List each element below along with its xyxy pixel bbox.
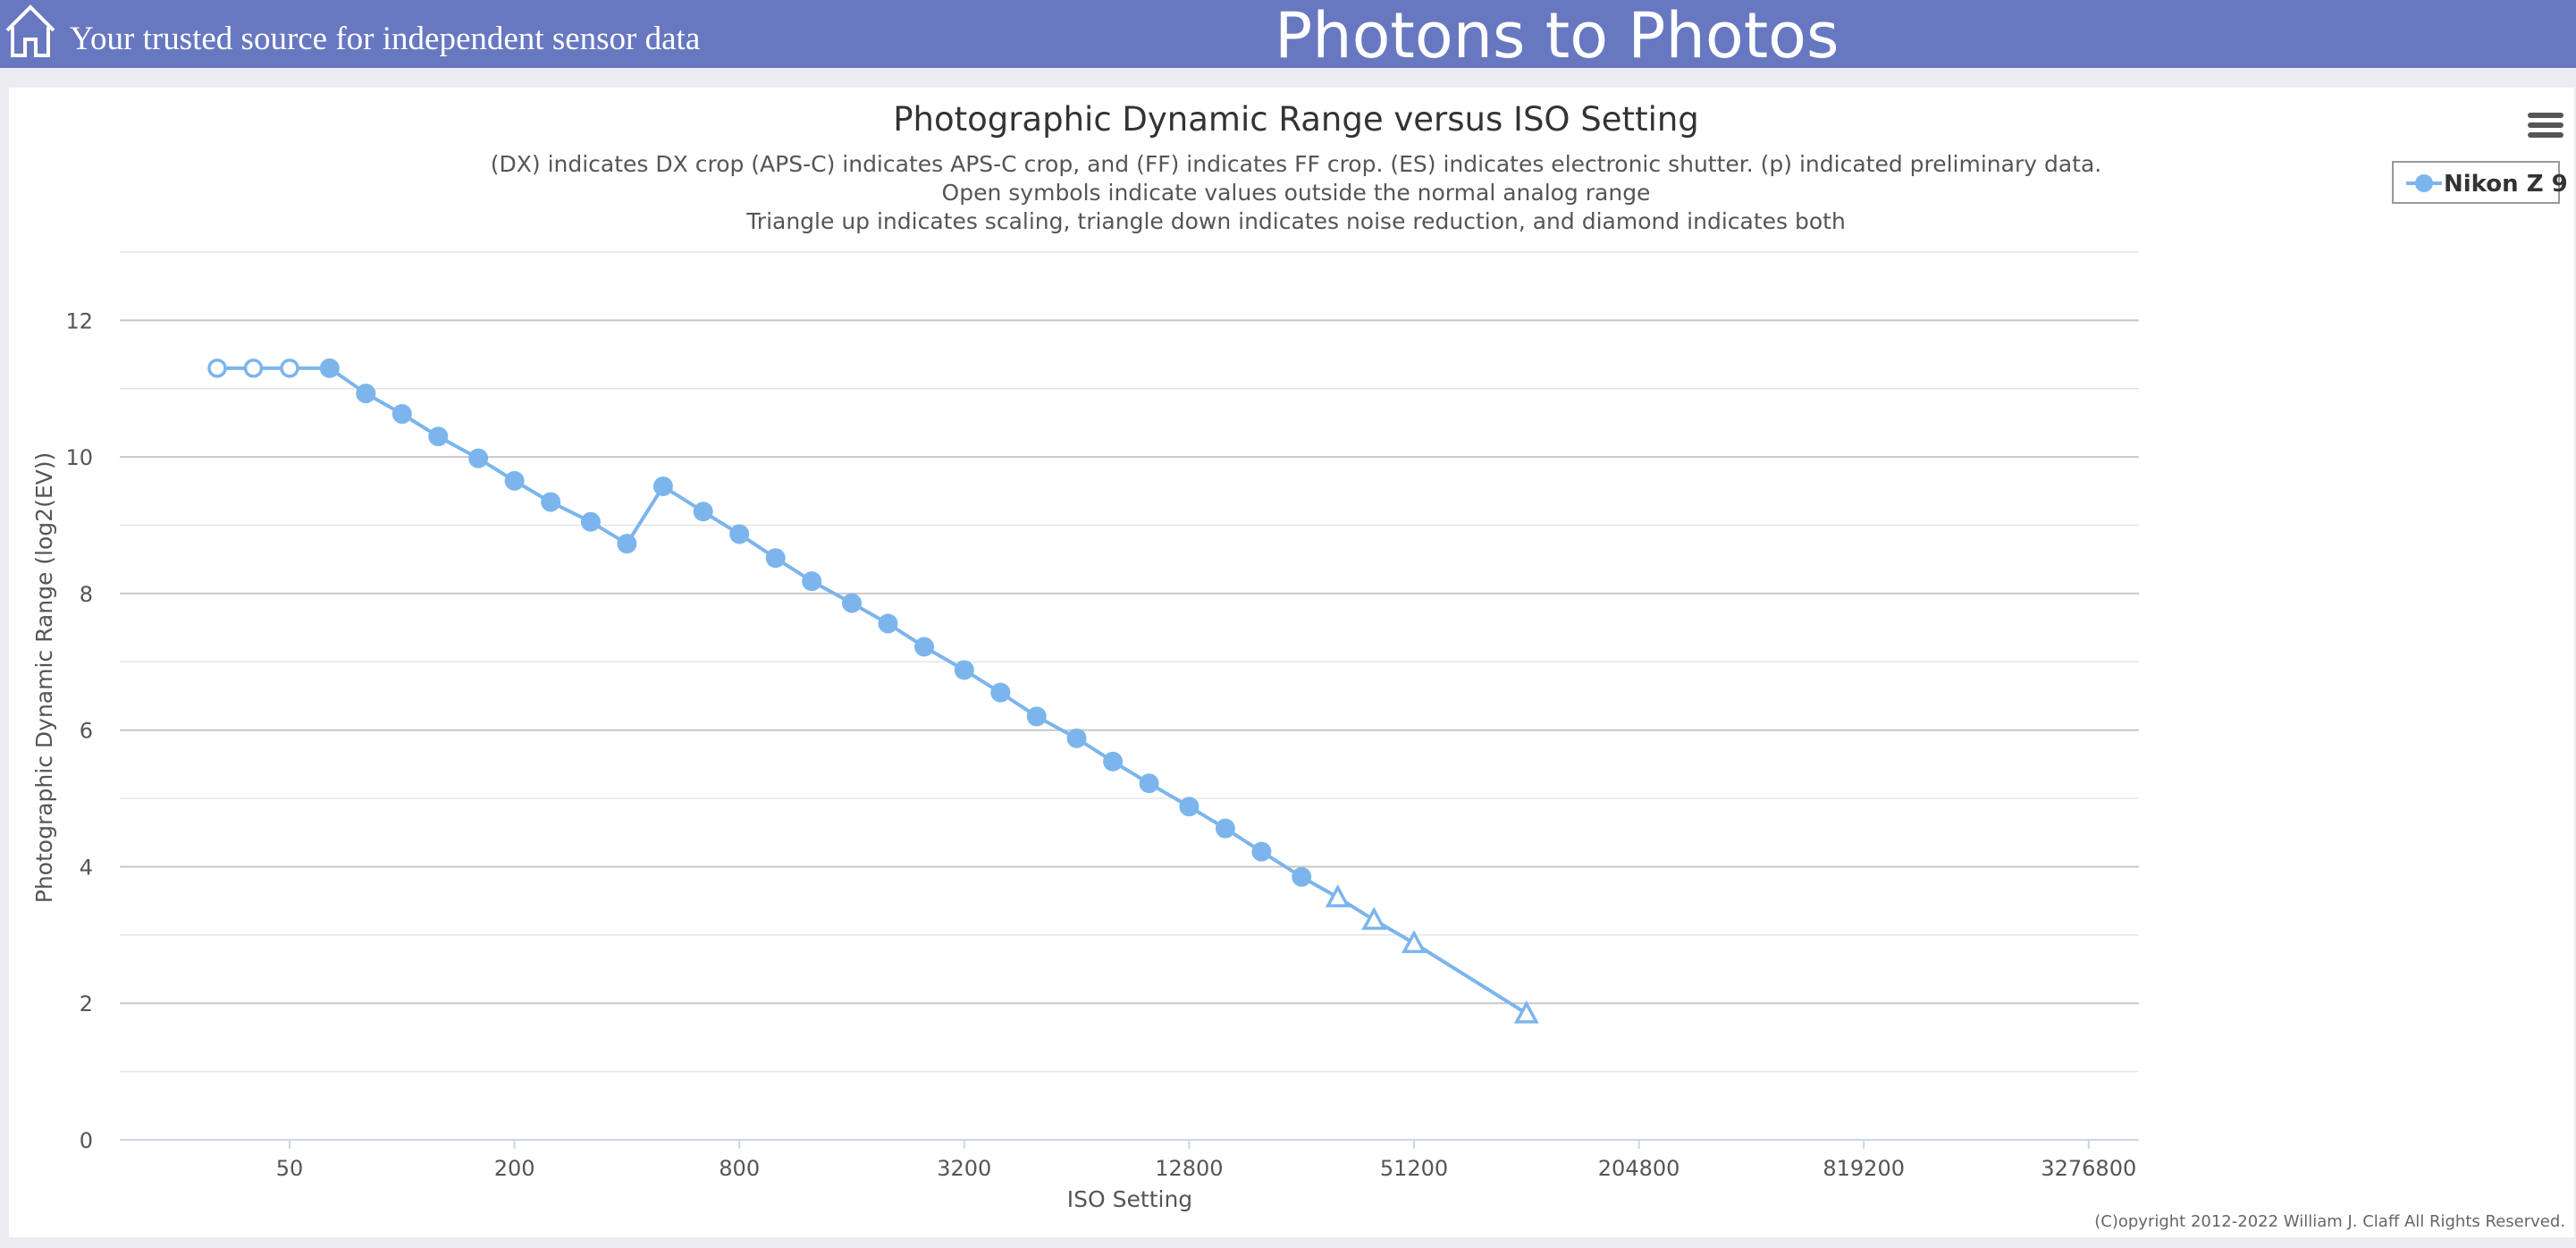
- data-point[interactable]: [1215, 818, 1235, 839]
- data-point-triangle[interactable]: [1402, 930, 1427, 954]
- data-point[interactable]: [729, 524, 750, 544]
- x-tick-label: 51200: [1380, 1156, 1448, 1181]
- data-point[interactable]: [1251, 841, 1272, 862]
- y-tick-label: 8: [80, 582, 93, 607]
- y-axis-title: Photographic Dynamic Range (log2(EV)): [31, 452, 57, 903]
- x-tick-label: 800: [719, 1156, 760, 1181]
- data-point[interactable]: [428, 426, 449, 447]
- home-icon[interactable]: [4, 4, 57, 59]
- data-point[interactable]: [1139, 773, 1159, 794]
- data-point[interactable]: [913, 637, 934, 657]
- legend-circle-icon: [2406, 174, 2442, 192]
- data-point-open[interactable]: [280, 358, 299, 378]
- data-point[interactable]: [541, 492, 561, 512]
- y-tick-label: 10: [65, 445, 93, 470]
- data-point-triangle[interactable]: [1513, 1000, 1539, 1024]
- x-tick-label: 50: [276, 1156, 304, 1181]
- copyright-text: (C)opyright 2012-2022 William J. Claff A…: [2094, 1212, 2565, 1231]
- data-point[interactable]: [504, 470, 525, 491]
- series-line: [217, 366, 1528, 1016]
- axes: Photographic Dynamic Range versus ISO Se…: [31, 100, 2139, 1212]
- data-point-open[interactable]: [243, 358, 264, 378]
- site-header: Your trusted source for independent sens…: [0, 0, 2576, 72]
- data-point[interactable]: [319, 358, 340, 378]
- y-tick-label: 0: [80, 1128, 93, 1153]
- grid-lines: [120, 251, 2139, 1141]
- data-point[interactable]: [990, 682, 1011, 703]
- site-title[interactable]: Photons to Photos: [1275, 0, 1839, 72]
- y-tick-label: 4: [80, 855, 93, 880]
- chart-title: Photographic Dynamic Range versus ISO Se…: [893, 100, 1699, 139]
- x-axis-title: ISO Setting: [1067, 1186, 1192, 1212]
- data-point[interactable]: [802, 571, 822, 592]
- data-point[interactable]: [580, 511, 601, 532]
- x-tick-label: 819200: [1823, 1156, 1905, 1181]
- data-point[interactable]: [1103, 751, 1124, 772]
- data-point-open[interactable]: [207, 358, 227, 378]
- data-point[interactable]: [356, 384, 376, 404]
- data-point[interactable]: [1179, 797, 1200, 817]
- y-tick-label: 12: [65, 308, 93, 333]
- y-tick-label: 2: [80, 991, 93, 1016]
- data-point[interactable]: [878, 613, 898, 634]
- site-tagline: Your trusted source for independent sens…: [70, 21, 701, 57]
- y-tick-label: 6: [80, 719, 93, 744]
- x-tick-label: 3200: [937, 1156, 991, 1181]
- data-point[interactable]: [1292, 866, 1312, 887]
- x-tick-label: 200: [494, 1156, 535, 1181]
- chart-subtitle-line-2: Open symbols indicate values outside the…: [942, 180, 1651, 206]
- chart-subtitle-line-3: Triangle up indicates scaling, triangle …: [745, 208, 1846, 234]
- data-point[interactable]: [765, 548, 786, 569]
- data-point-triangle[interactable]: [1361, 906, 1387, 931]
- x-tick-label: 204800: [1598, 1156, 1680, 1181]
- data-point[interactable]: [617, 534, 637, 554]
- legend-label: Nikon Z 9: [2444, 171, 2568, 198]
- x-tick-label: 3276800: [2041, 1156, 2136, 1181]
- data-point[interactable]: [954, 660, 974, 680]
- data-point[interactable]: [391, 404, 412, 425]
- data-point-triangle[interactable]: [1325, 884, 1351, 907]
- legend-item-nikon-z9[interactable]: Nikon Z 9: [2392, 161, 2568, 204]
- hamburger-menu-icon[interactable]: [2528, 113, 2563, 143]
- data-point[interactable]: [842, 593, 862, 613]
- data-point[interactable]: [1026, 706, 1047, 727]
- series-nikon-z9[interactable]: [207, 358, 1539, 1024]
- data-point[interactable]: [468, 448, 489, 468]
- data-point[interactable]: [693, 502, 713, 522]
- chart-subtitle-line-1: (DX) indicates DX crop (APS-C) indicates…: [491, 151, 2102, 177]
- x-tick-label: 12800: [1155, 1156, 1223, 1181]
- data-point[interactable]: [652, 476, 673, 496]
- data-point[interactable]: [1066, 728, 1087, 748]
